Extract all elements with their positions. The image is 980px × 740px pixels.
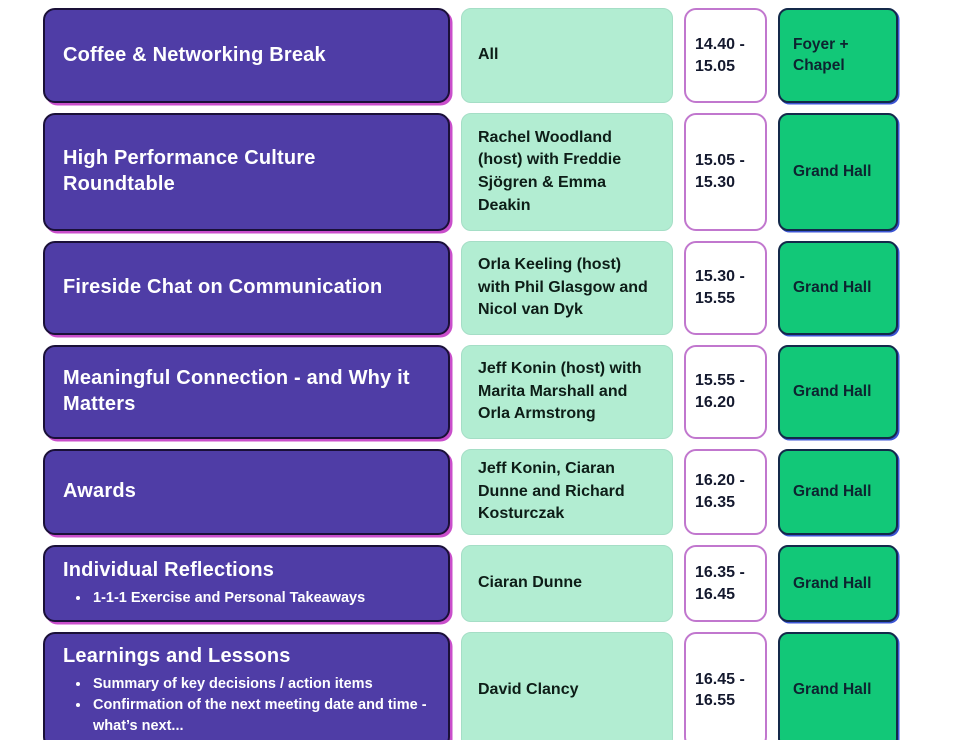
session-title: Learnings and Lessons [63,645,291,668]
schedule-row: Learnings and Lessons Summary of key dec… [43,632,980,740]
session-cell: Individual Reflections 1-1-1 Exercise an… [43,545,450,623]
session-cell: Meaningful Connection - and Why it Matte… [43,345,450,439]
session-cell: Awards [43,449,450,536]
time-cell: 15.55 - 16.20 [684,345,767,439]
time-cell: 15.05 - 15.30 [684,113,767,231]
location-cell: Grand Hall [778,545,898,623]
speaker-cell: Ciaran Dunne [461,545,673,623]
schedule-row: Individual Reflections 1-1-1 Exercise an… [43,545,980,623]
time-cell: 14.40 - 15.05 [684,8,767,103]
time-cell: 16.20 - 16.35 [684,449,767,536]
session-title: High Performance Culture Roundtable [63,147,316,195]
speaker-cell: All [461,8,673,103]
session-title: Awards [63,480,137,503]
location-cell: Grand Hall [778,113,898,231]
session-bullet: 1-1-1 Exercise and Personal Takeaways [91,588,430,609]
session-cell: Coffee & Networking Break [43,8,450,103]
schedule-row: Fireside Chat on Communication Orla Keel… [43,241,980,335]
speaker-cell: Rachel Woodland (host) with Freddie Sjög… [461,113,673,231]
schedule-row: High Performance Culture Roundtable Rach… [43,113,980,231]
session-bullet: Confirmation of the next meeting date an… [91,695,430,737]
time-cell: 15.30 - 15.55 [684,241,767,335]
location-cell: Grand Hall [778,241,898,335]
speaker-cell: Jeff Konin (host) with Marita Marshall a… [461,345,673,439]
speaker-cell: Jeff Konin, Ciaran Dunne and Richard Kos… [461,449,673,536]
session-bullets: 1-1-1 Exercise and Personal Takeaways [63,588,430,609]
session-cell: Learnings and Lessons Summary of key dec… [43,632,450,740]
location-cell: Grand Hall [778,632,898,740]
session-title: Individual Reflections [63,559,275,582]
session-title: Coffee & Networking Break [63,43,326,66]
location-cell: Foyer + Chapel [778,8,898,103]
session-title: Meaningful Connection - and Why it Matte… [63,367,410,415]
schedule-row: Coffee & Networking Break All 14.40 - 15… [43,8,980,103]
session-title: Fireside Chat on Communication [63,276,383,299]
speaker-cell: Orla Keeling (host) with Phil Glasgow an… [461,241,673,335]
location-cell: Grand Hall [778,449,898,536]
schedule-row: Meaningful Connection - and Why it Matte… [43,345,980,439]
time-cell: 16.35 - 16.45 [684,545,767,623]
speaker-cell: David Clancy [461,632,673,740]
session-bullet: Summary of key decisions / action items [91,674,430,695]
session-cell: Fireside Chat on Communication [43,241,450,335]
session-cell: High Performance Culture Roundtable [43,113,450,231]
session-bullets: Summary of key decisions / action itemsC… [63,674,430,737]
location-cell: Grand Hall [778,345,898,439]
time-cell: 16.45 - 16.55 [684,632,767,740]
schedule-row: Awards Jeff Konin, Ciaran Dunne and Rich… [43,449,980,536]
